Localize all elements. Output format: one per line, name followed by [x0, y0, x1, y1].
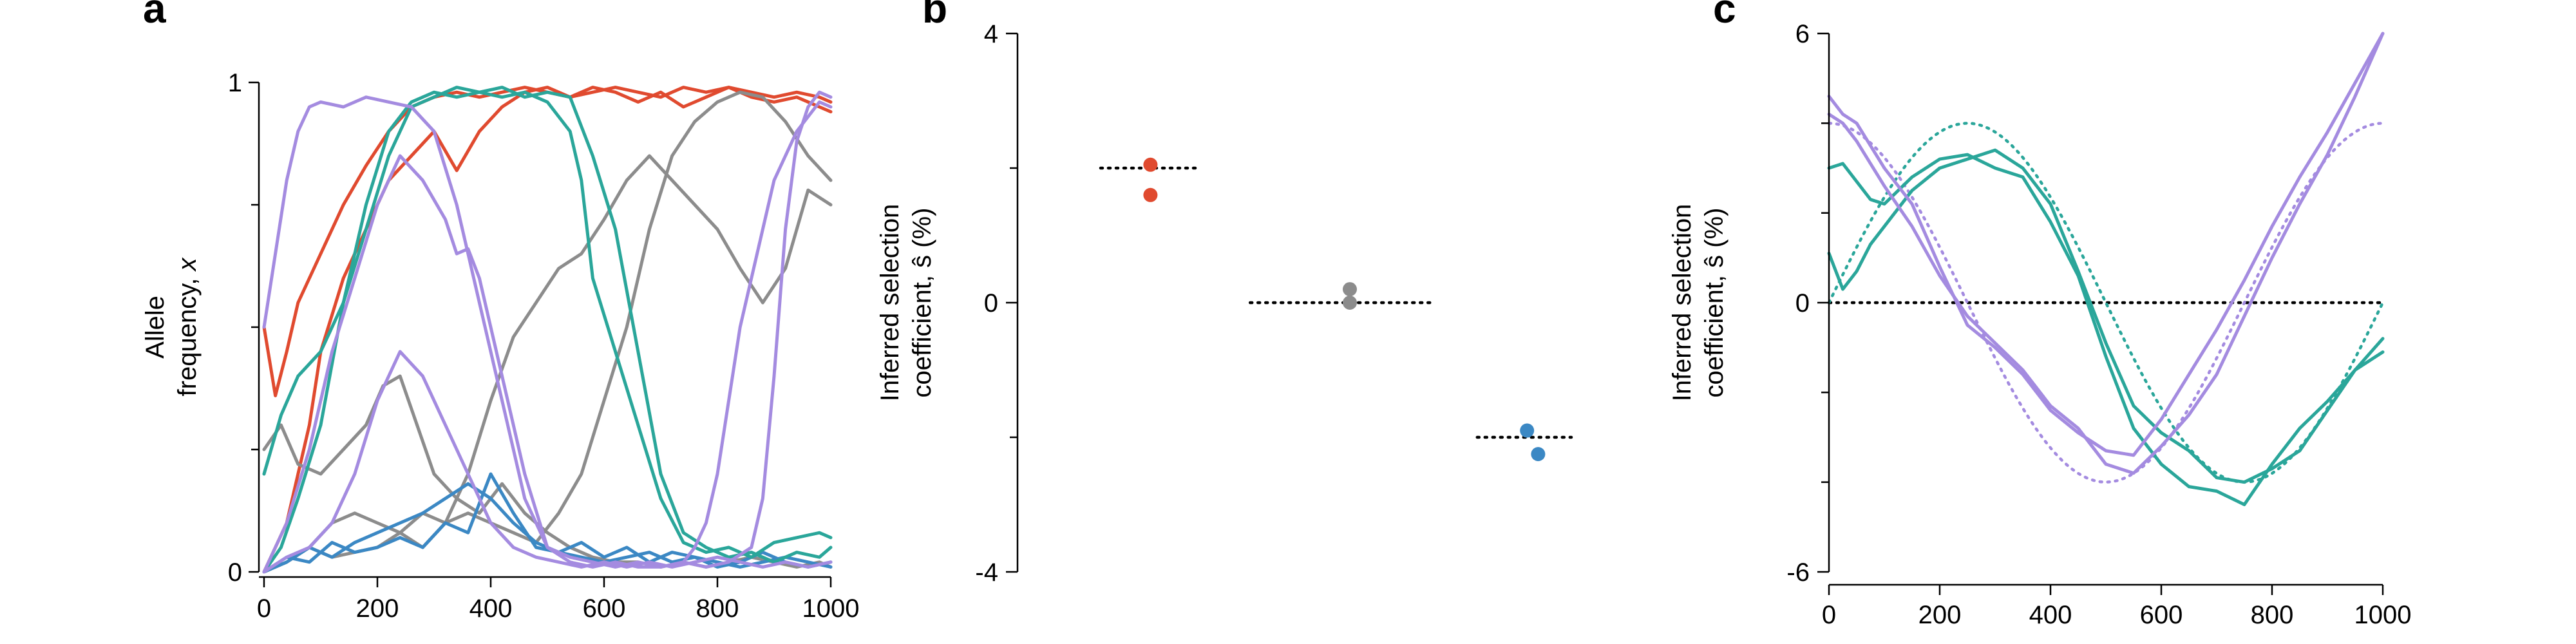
- panel-a-trajectory-purple-11: [262, 350, 833, 574]
- panel-a-axes: 0 1 0 200 400 600 800 1000: [228, 69, 860, 623]
- panel-a-trajectory-gray-2: [262, 374, 833, 569]
- panel-c-ytick-label: 6: [1795, 20, 1810, 48]
- panel-a-trajectory-gray-3: [262, 154, 833, 574]
- panel-b-letter: b: [922, 0, 947, 32]
- panel-c-xtick-label: 200: [1918, 601, 1962, 629]
- panel-c-ylabel-line1: Inferred selection: [1668, 204, 1696, 402]
- panel-b-point-blue-5: [1531, 447, 1546, 462]
- panel-a-ylabel-line1: Allele: [141, 296, 169, 359]
- panel-b-point-red-1: [1143, 187, 1158, 202]
- panel-c-xtick-label: 0: [1822, 601, 1836, 629]
- panel-b-axes: -4 0 4: [975, 20, 1019, 587]
- panel-c-xtick-label: 800: [2251, 601, 2294, 629]
- panel-c-letter: c: [1713, 0, 1736, 32]
- panel-a: a 0 1 0 200 400 600 800 1000 Allele frequency, …: [141, 0, 859, 623]
- panel-a-trajectory-gray-4: [262, 90, 833, 574]
- panel-b: b -4 0 4 Inferred selection coefficient, ŝ…: [876, 0, 1573, 587]
- panel-a-ytick-label: 1: [228, 69, 242, 97]
- panel-b-point-blue-4: [1520, 423, 1535, 438]
- panel-b-point-gray-3: [1343, 296, 1357, 310]
- panel-b-point-gray-2: [1343, 282, 1357, 297]
- panel-a-trajectory-teal-8: [262, 86, 833, 574]
- panel-a-letter: a: [143, 0, 166, 32]
- panel-c-marks: [1827, 32, 2385, 506]
- panel-b-ylabel-line1: Inferred selection: [876, 204, 904, 402]
- panel-c-ylabel-line2: coefficient, ŝ (%): [1700, 208, 1728, 398]
- panel-a-xtick-label: 1000: [802, 594, 860, 623]
- panel-c-xtick-label: 1000: [2354, 601, 2412, 629]
- panel-c-ytick-label: 0: [1795, 289, 1810, 317]
- panel-a-trajectory-purple-9: [262, 90, 833, 569]
- panel-a-xtick-label: 400: [469, 594, 513, 623]
- panel-a-trajectory-purple-10: [262, 100, 833, 574]
- panel-a-ytick-label: 0: [228, 558, 242, 587]
- panel-b-ylabel-line2: coefficient, ŝ (%): [908, 208, 936, 398]
- panel-c-xtick-label: 400: [2029, 601, 2072, 629]
- panel-c-inferred-teal-0: [1827, 148, 2385, 484]
- panel-b-ytick-label: -4: [975, 558, 998, 587]
- panel-a-xtick-label: 0: [257, 594, 271, 623]
- panel-c-ytick-label: -6: [1786, 558, 1810, 587]
- panel-c-xtick-label: 600: [2140, 601, 2183, 629]
- panel-a-trajectory-red-0: [262, 86, 833, 397]
- panel-a-trajectory-red-1: [262, 86, 833, 574]
- panel-c: c -6 0 6 0 200 400 600 800 1000 Inferred selecti…: [1668, 0, 2411, 629]
- panel-c-true-curve-purple: [1827, 122, 2385, 484]
- panel-b-marks: [1099, 157, 1573, 462]
- panel-a-trajectory-teal-7: [262, 86, 833, 559]
- panel-a-xtick-label: 600: [583, 594, 626, 623]
- panel-c-inferred-teal-1: [1827, 153, 2385, 506]
- panel-a-xtick-label: 200: [356, 594, 399, 623]
- panel-c-axes: -6 0 6 0 200 400 600 800 1000: [1786, 20, 2411, 629]
- panel-a-xtick-label: 800: [696, 594, 739, 623]
- panel-b-ytick-label: 0: [984, 289, 998, 317]
- panel-a-lines: [262, 86, 833, 574]
- panel-b-point-red-0: [1143, 157, 1158, 172]
- panel-c-inferred-purple-3: [1827, 32, 2385, 475]
- panel-a-ylabel-line2: frequency, x: [173, 257, 202, 397]
- panel-b-ytick-label: 4: [984, 20, 998, 48]
- panel-c-inferred-purple-2: [1827, 32, 2385, 457]
